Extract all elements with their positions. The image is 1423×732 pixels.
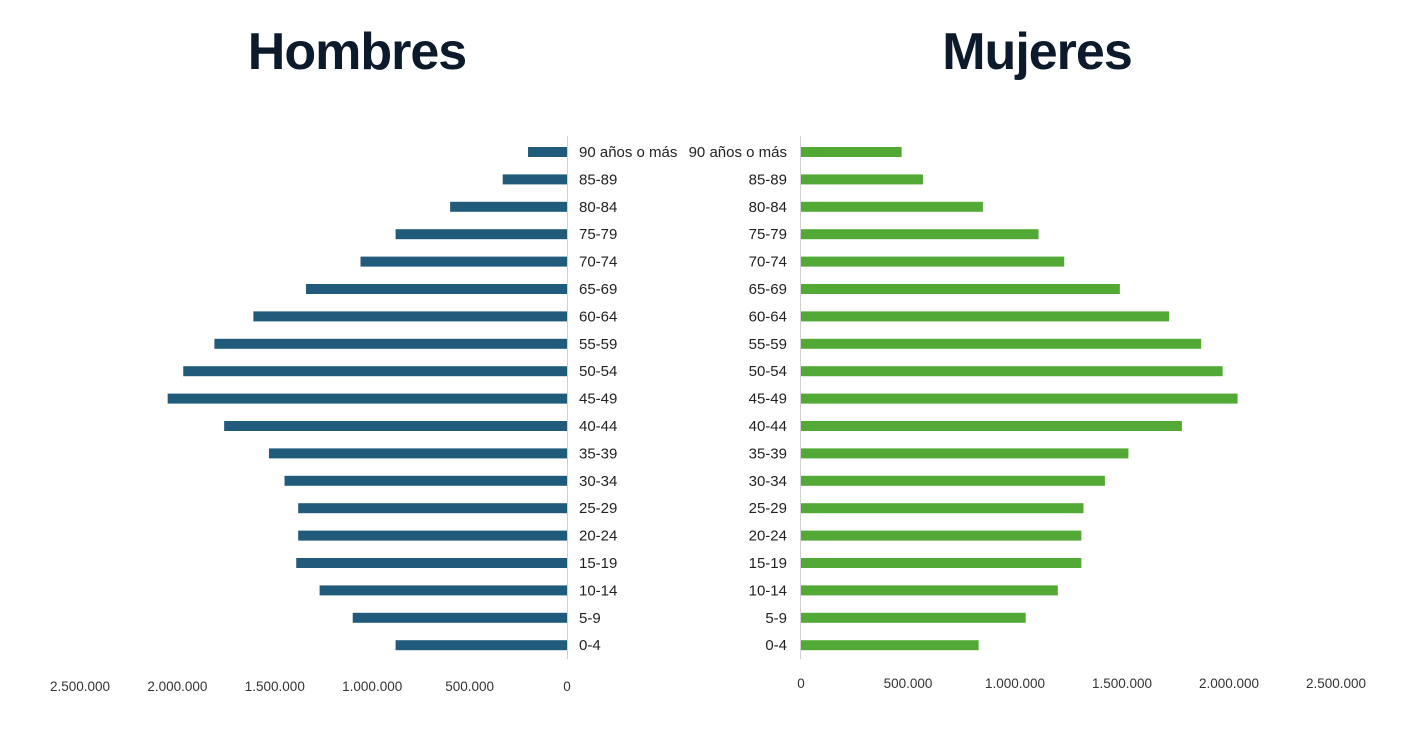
- mujeres-category-label: 65-69: [749, 281, 787, 298]
- mujeres-category-label: 5-9: [765, 610, 787, 627]
- mujeres-bar: [801, 585, 1058, 596]
- hombres-bar: [360, 256, 567, 267]
- mujeres-bar: [801, 311, 1170, 322]
- hombres-category-label: 30-34: [579, 473, 617, 490]
- mujeres-tick-label: 2.500.000: [1306, 676, 1366, 691]
- mujeres-bar: [801, 201, 983, 212]
- hombres-tick-label: 0: [563, 679, 571, 694]
- hombres-category-label: 90 años o más: [579, 144, 677, 161]
- mujeres-category-label: 55-59: [749, 336, 787, 353]
- hombres-bar: [298, 503, 567, 514]
- mujeres-category-label: 40-44: [749, 418, 787, 435]
- mujeres-category-label: 35-39: [749, 445, 787, 462]
- mujeres-bar: [801, 338, 1202, 349]
- mujeres-bar: [801, 174, 923, 185]
- hombres-bar: [167, 393, 567, 404]
- hombres-category-label: 80-84: [579, 199, 617, 216]
- mujeres-category-label: 25-29: [749, 500, 787, 517]
- mujeres-bar: [801, 256, 1065, 267]
- hombres-bar: [528, 147, 567, 157]
- hombres-bar: [268, 448, 567, 459]
- mujeres-category-label: 45-49: [749, 391, 787, 408]
- mujeres-category-label: 60-64: [749, 308, 787, 325]
- hombres-category-label: 15-19: [579, 555, 617, 572]
- mujeres-bar: [801, 503, 1084, 514]
- mujeres-tick-label: 500.000: [884, 676, 933, 691]
- hombres-tick-label: 500.000: [445, 679, 494, 694]
- hombres-category-label: 25-29: [579, 500, 617, 517]
- hombres-category-label: 40-44: [579, 418, 617, 435]
- mujeres-category-label: 85-89: [749, 171, 787, 188]
- mujeres-category-label: 75-79: [749, 226, 787, 243]
- hombres-category-label: 10-14: [579, 582, 617, 599]
- hombres-tick-label: 1.000.000: [342, 679, 402, 694]
- hombres-bar: [284, 475, 567, 486]
- mujeres-category-label: 70-74: [749, 254, 787, 271]
- hombres-category-label: 35-39: [579, 445, 617, 462]
- hombres-bar: [224, 421, 568, 431]
- hombres-bar: [395, 640, 567, 651]
- mujeres-tick-label: 1.000.000: [985, 676, 1045, 691]
- mujeres-bar: [801, 530, 1082, 541]
- mujeres-category-label: 90 años o más: [689, 144, 787, 161]
- hombres-bar: [319, 585, 567, 596]
- hombres-bar: [502, 174, 567, 185]
- mujeres-category-label: 30-34: [749, 473, 787, 490]
- mujeres-bar: [801, 448, 1129, 459]
- mujeres-category-label: 80-84: [749, 199, 787, 216]
- mujeres-bar: [801, 558, 1082, 568]
- hombres-bar: [296, 558, 567, 568]
- hombres-category-label: 85-89: [579, 171, 617, 188]
- mujeres-tick-label: 2.000.000: [1199, 676, 1259, 691]
- hombres-bar: [305, 284, 567, 294]
- mujeres-bar: [801, 612, 1026, 623]
- mujeres-bar: [801, 284, 1120, 294]
- hombres-category-label: 50-54: [579, 363, 617, 380]
- mujeres-category-label: 50-54: [749, 363, 787, 380]
- mujeres-panel: 90 años o más 85-89 80-84 75-79 70-74 65-69 60…: [689, 136, 1366, 691]
- mujeres-category-label: 10-14: [749, 582, 787, 599]
- mujeres-tick-label: 0: [797, 676, 805, 691]
- hombres-tick-label: 1.500.000: [245, 679, 305, 694]
- hombres-tick-label: 2.500.000: [50, 679, 110, 694]
- hombres-category-label: 65-69: [579, 281, 617, 298]
- hombres-category-label: 45-49: [579, 391, 617, 408]
- hombres-panel: 90 años o más 85-89 80-84 75-79 70-74 65-69 60…: [50, 136, 677, 694]
- mujeres-chart-title: Mujeres: [942, 23, 1133, 81]
- mujeres-bar: [801, 147, 902, 157]
- hombres-category-label: 0-4: [579, 637, 601, 654]
- hombres-category-label: 20-24: [579, 528, 617, 545]
- hombres-category-label: 5-9: [579, 610, 601, 627]
- hombres-bar: [214, 338, 568, 349]
- mujeres-bar: [801, 640, 979, 651]
- mujeres-category-label: 0-4: [765, 637, 787, 654]
- mujeres-bar: [801, 421, 1182, 431]
- hombres-tick-label: 2.000.000: [147, 679, 207, 694]
- hombres-chart-title: Hombres: [247, 23, 467, 81]
- hombres-bar: [450, 201, 567, 212]
- hombres-bar: [395, 229, 567, 240]
- hombres-category-label: 55-59: [579, 336, 617, 353]
- mujeres-tick-label: 1.500.000: [1092, 676, 1152, 691]
- hombres-bar: [298, 530, 567, 541]
- hombres-category-label: 75-79: [579, 226, 617, 243]
- hombres-category-label: 70-74: [579, 254, 617, 271]
- mujeres-bar: [801, 475, 1105, 486]
- hombres-bar: [253, 311, 567, 322]
- mujeres-bar: [801, 229, 1039, 240]
- mujeres-bar: [801, 393, 1238, 404]
- hombres-category-label: 60-64: [579, 308, 617, 325]
- mujeres-bar: [801, 366, 1223, 377]
- hombres-bar: [183, 366, 567, 377]
- mujeres-category-label: 20-24: [749, 528, 787, 545]
- hombres-bar: [352, 612, 567, 623]
- mujeres-category-label: 15-19: [749, 555, 787, 572]
